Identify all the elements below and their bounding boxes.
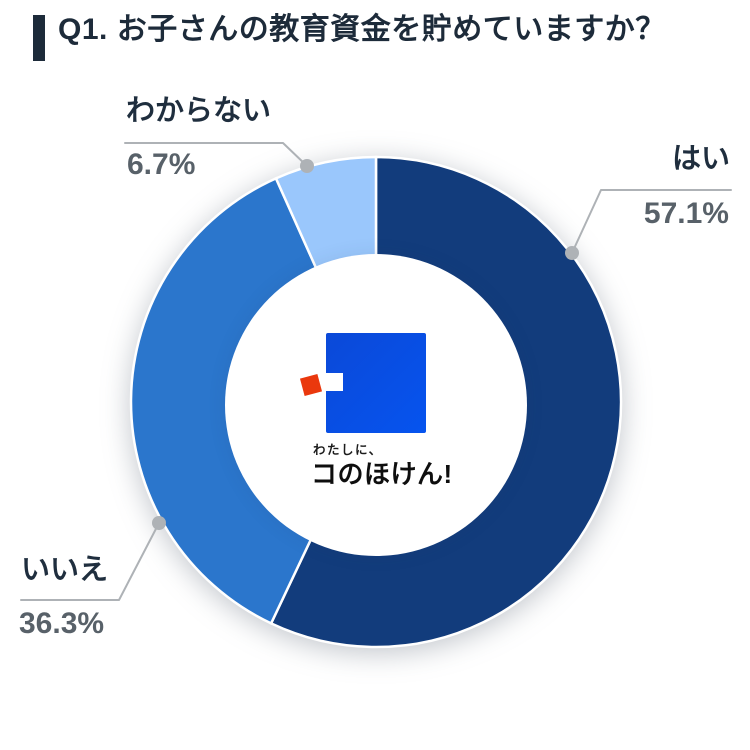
percent-no: 36.3% (19, 607, 105, 640)
label-no: いいえ (21, 554, 109, 586)
question-header: Q1. お子さんの教育資金を貯めていますか？ (33, 13, 666, 61)
brand-logo-notch (324, 373, 343, 391)
donut-center: わたしに、 コのほけん! (225, 254, 527, 556)
label-yes: はい (671, 143, 730, 175)
brand-tagline: わたしに、 (313, 443, 383, 457)
leader-lines (20, 142, 732, 601)
leader-dots (152, 159, 579, 530)
leader-dot-unknown (300, 159, 314, 173)
label-unknown: わからない (126, 95, 272, 127)
leader-line-yes (571, 189, 732, 254)
leader-dot-no (152, 516, 166, 530)
leader-dot-yes (565, 246, 579, 260)
leader-line-unknown (124, 142, 308, 167)
percent-unknown: 6.7% (127, 148, 196, 181)
question-title: Q1. お子さんの教育資金を貯めていますか？ (58, 13, 666, 46)
brand-logo-diamond-icon (299, 373, 323, 397)
leader-line-no (20, 522, 160, 601)
percent-yes: 57.1% (643, 197, 729, 230)
brand-name: コのほけん! (311, 459, 453, 489)
title-accent-bar (33, 15, 45, 61)
